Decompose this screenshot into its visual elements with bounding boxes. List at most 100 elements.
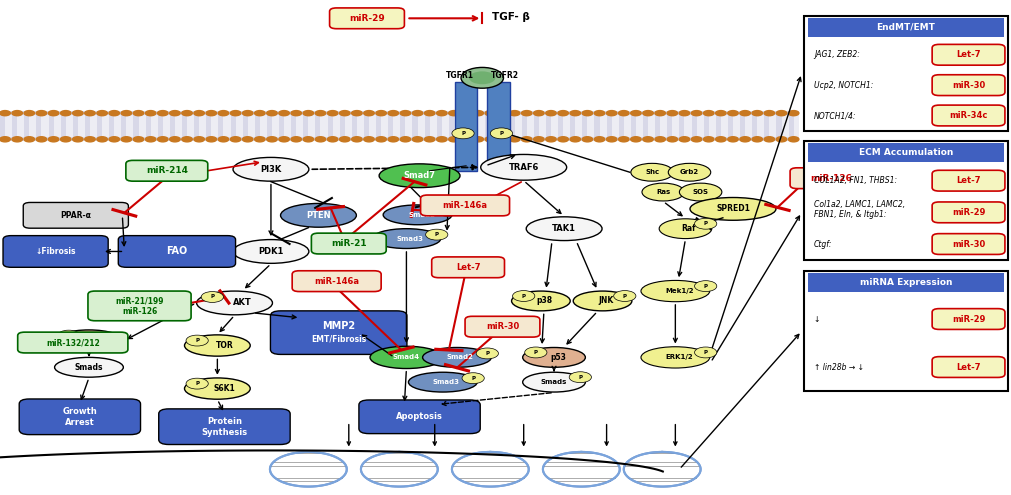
Circle shape [170,110,180,116]
FancyBboxPatch shape [311,233,386,254]
FancyBboxPatch shape [330,8,404,29]
Circle shape [643,137,653,142]
Bar [223,115,231,137]
Circle shape [473,137,483,142]
Text: Arrest: Arrest [65,418,95,427]
Text: P: P [534,350,538,355]
Bar [600,115,607,137]
Bar [139,115,146,137]
Circle shape [400,110,410,116]
Text: P: P [485,351,489,356]
Bar [648,115,655,137]
Bar [175,115,182,137]
Bar [539,115,546,137]
Bar [804,141,1008,260]
Text: ERK1/2: ERK1/2 [665,354,694,360]
Circle shape [740,110,750,116]
Bar [808,143,1004,162]
Circle shape [170,137,180,142]
Bar [381,115,388,137]
Circle shape [485,110,495,116]
Circle shape [49,110,59,116]
Text: TGF- β: TGF- β [491,12,530,22]
Text: ↓: ↓ [814,314,820,324]
Bar [320,115,328,137]
Bar [393,115,400,137]
Bar [527,115,534,137]
Circle shape [0,137,10,142]
Circle shape [716,137,726,142]
Bar [126,115,133,137]
Circle shape [121,137,131,142]
Circle shape [352,110,362,116]
Circle shape [594,110,605,116]
Bar [782,115,789,137]
Circle shape [679,110,690,116]
Circle shape [425,137,435,142]
Circle shape [716,110,726,116]
Text: TGFR1: TGFR1 [446,71,474,80]
Circle shape [315,137,326,142]
Ellipse shape [379,164,460,188]
Text: PI3K: PI3K [260,165,282,174]
Text: Shc: Shc [645,169,659,175]
Bar [636,115,643,137]
Bar [333,115,340,137]
Circle shape [594,137,605,142]
Text: P: P [578,375,582,380]
Bar [442,115,449,137]
Text: P: P [461,131,465,136]
Circle shape [473,110,483,116]
Circle shape [510,137,520,142]
Text: miR-29: miR-29 [349,14,385,23]
Bar [260,115,267,137]
Text: Growth: Growth [63,407,97,416]
Bar [151,115,158,137]
Bar [405,115,412,137]
Circle shape [412,110,423,116]
Bar [211,115,218,137]
Text: PPAR-α: PPAR-α [61,211,91,220]
Circle shape [73,137,83,142]
Ellipse shape [184,378,251,399]
Text: FAO: FAO [166,247,188,256]
Circle shape [522,137,532,142]
Ellipse shape [481,154,566,180]
Circle shape [558,110,568,116]
Bar [587,115,594,137]
Text: miR-146a: miR-146a [443,201,487,210]
Bar [102,115,109,137]
Circle shape [476,348,498,359]
Bar [187,115,194,137]
Text: Smads: Smads [541,379,567,385]
Circle shape [61,137,71,142]
Circle shape [303,110,313,116]
FancyBboxPatch shape [932,170,1005,191]
Circle shape [376,137,386,142]
Ellipse shape [372,229,441,248]
Bar [478,115,485,137]
Text: TAK1: TAK1 [552,224,576,233]
Circle shape [462,373,484,384]
Circle shape [437,110,447,116]
Text: S6K1: S6K1 [213,384,236,393]
FancyBboxPatch shape [125,160,208,181]
Circle shape [85,137,95,142]
Bar [794,115,801,137]
Bar [808,18,1004,37]
Text: Smad2: Smad2 [447,354,473,360]
Circle shape [449,110,459,116]
Bar [455,82,477,171]
Text: ↓Fibrosis: ↓Fibrosis [35,247,76,256]
Circle shape [49,137,59,142]
Bar [490,115,497,137]
Circle shape [291,110,301,116]
Ellipse shape [280,203,357,227]
Circle shape [231,110,241,116]
Text: Smad3: Smad3 [397,236,424,242]
Text: Let-7: Let-7 [956,176,981,185]
Bar [357,115,364,137]
Bar [17,115,24,137]
Circle shape [437,137,447,142]
Circle shape [425,110,435,116]
